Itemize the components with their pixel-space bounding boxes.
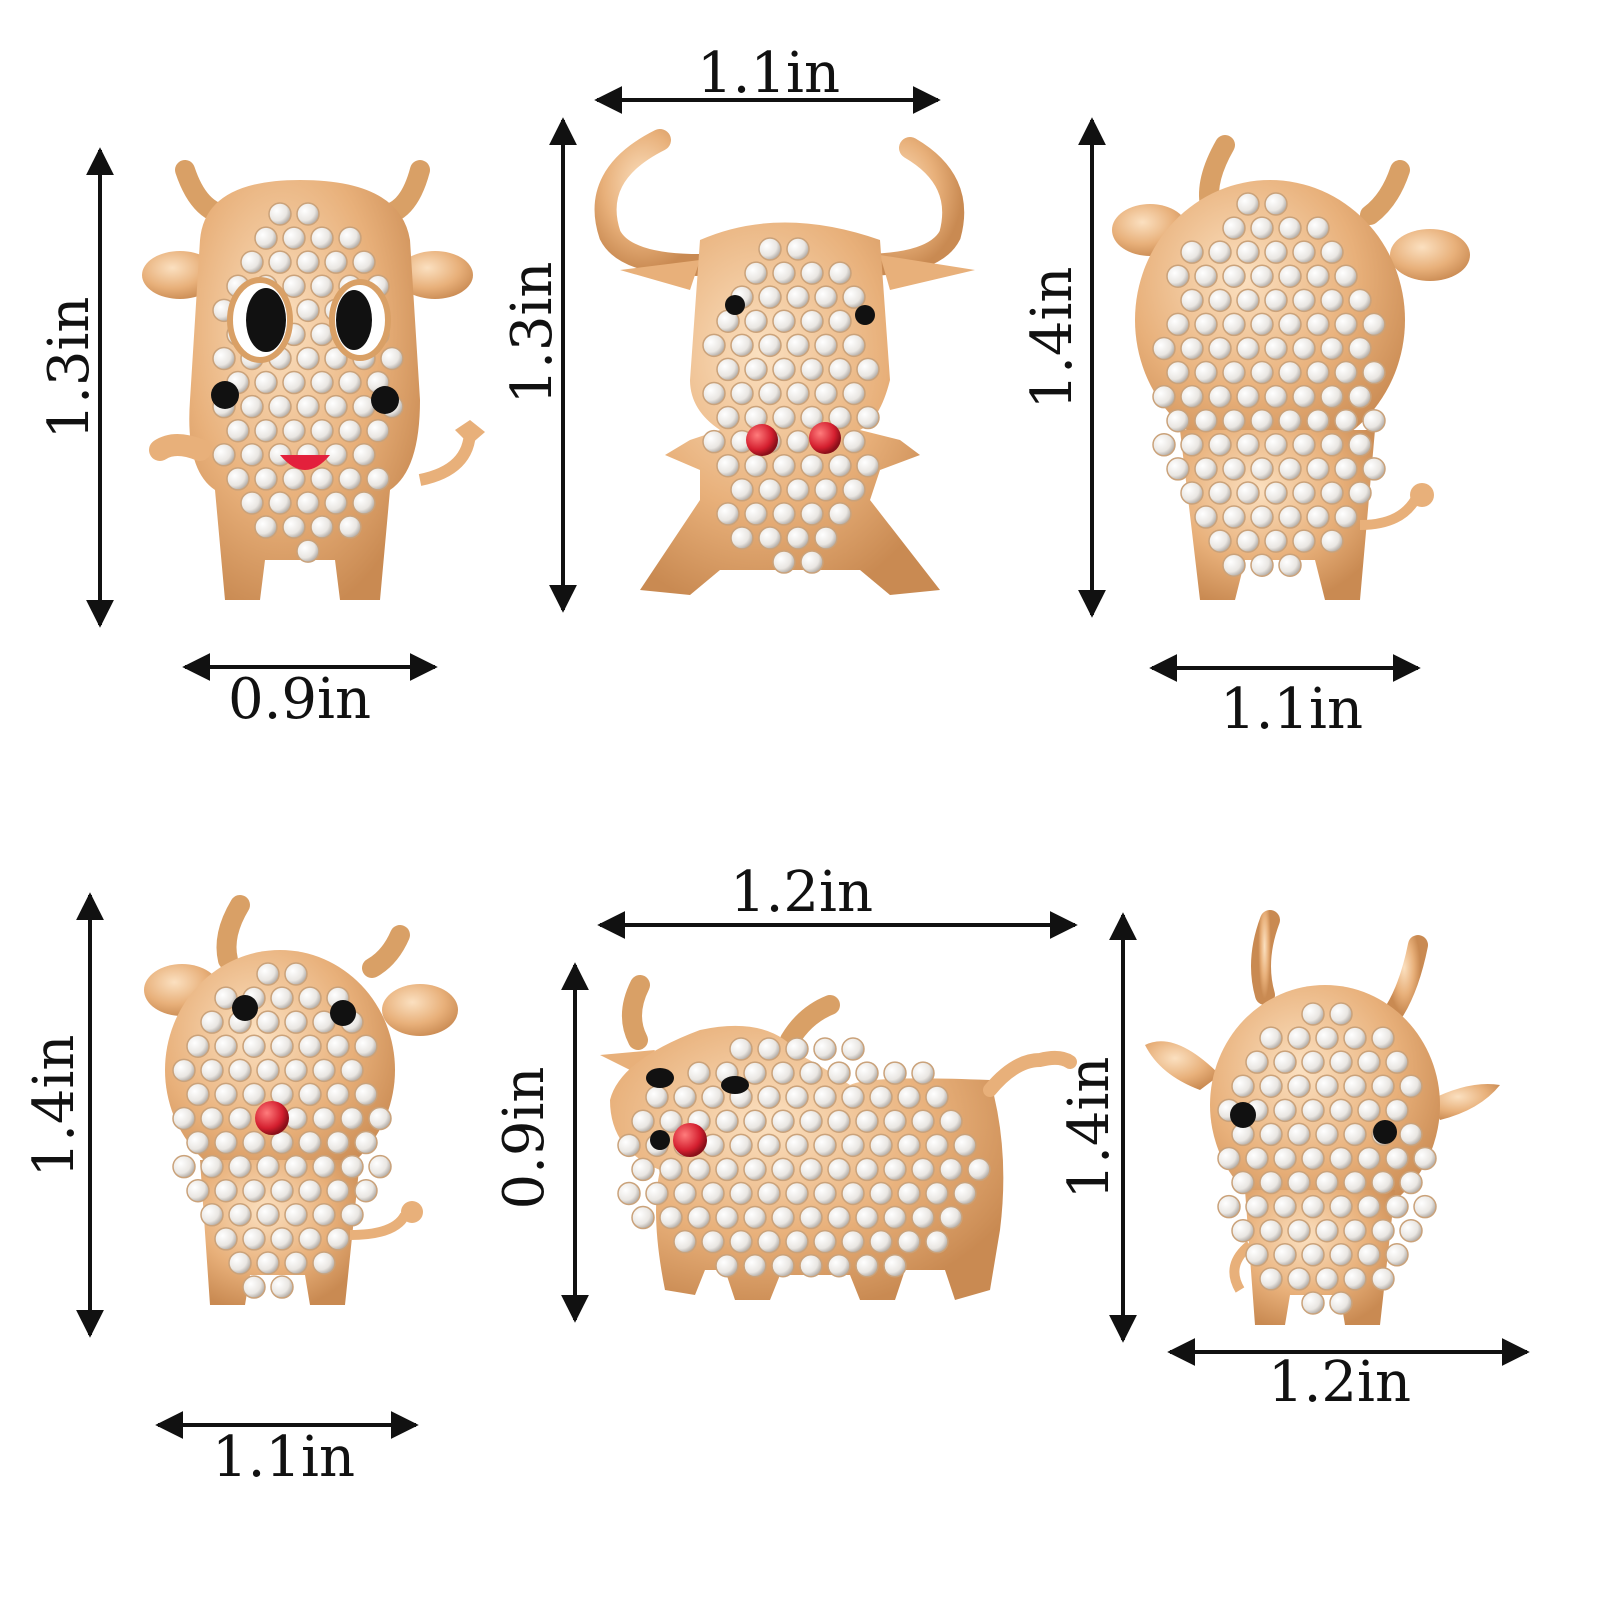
width-label-1: 0.9in — [228, 667, 372, 732]
width-label-2: 1.1in — [697, 41, 841, 106]
height-label-5: 0.9in — [492, 1066, 557, 1210]
height-label-3: 1.4in — [1020, 266, 1085, 410]
height-label-2: 1.3in — [500, 261, 565, 405]
width-label-6: 1.2in — [1268, 1350, 1412, 1415]
dimension-arrows — [76, 86, 1530, 1439]
width-label-5: 1.2in — [730, 860, 874, 925]
brooch-standing-bull — [600, 975, 1077, 1300]
brooch-long-horn-bull — [594, 129, 975, 595]
brooch-big-head-calf — [1145, 910, 1500, 1325]
brooch-sitting-cow-red-nose — [144, 895, 458, 1305]
brooch-ab-crystal-cow — [1112, 135, 1470, 600]
height-label-6: 1.4in — [1057, 1056, 1122, 1200]
brooch-cartoon-cow — [142, 160, 485, 600]
width-label-4: 1.1in — [212, 1425, 356, 1490]
height-label-1: 1.3in — [37, 296, 102, 440]
width-label-3: 1.1in — [1220, 677, 1364, 742]
height-label-4: 1.4in — [22, 1034, 87, 1178]
